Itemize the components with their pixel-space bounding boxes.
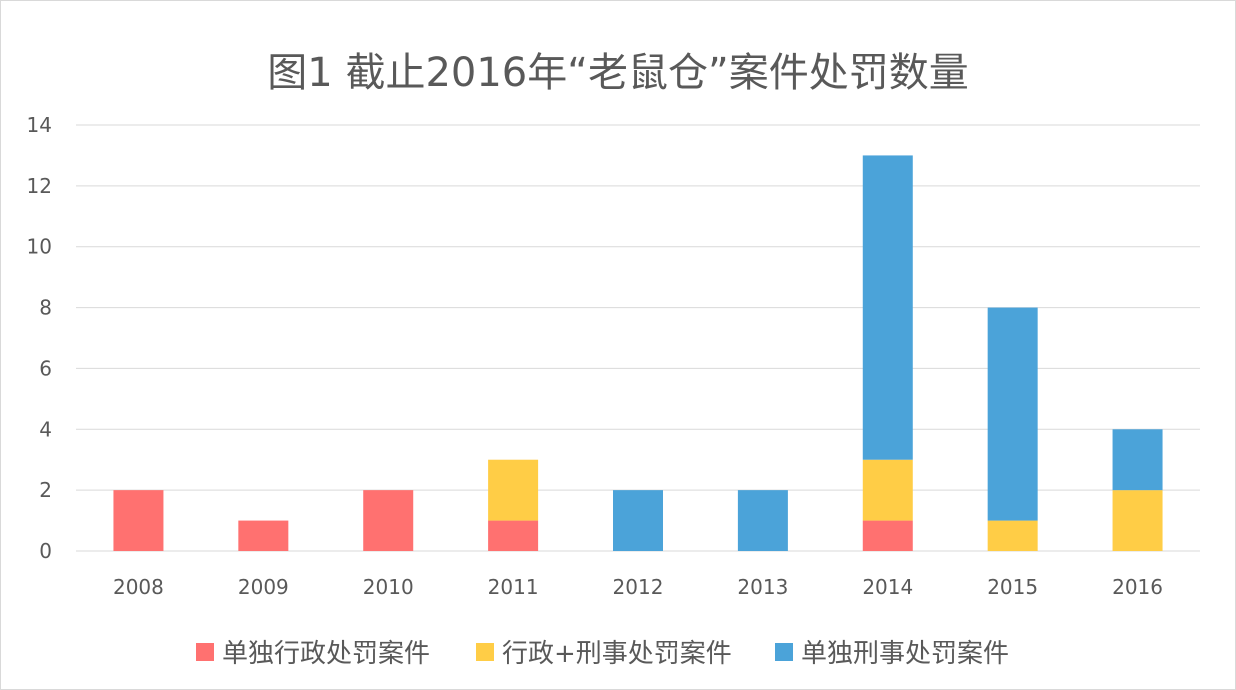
- legend: 单独行政处罚案件 行政+刑事处罚案件 单独刑事处罚案件: [196, 639, 1009, 669]
- bar-segment: [113, 490, 164, 551]
- bar-segment: [488, 459, 539, 521]
- bar-segment: [737, 490, 788, 551]
- bar-segment: [238, 520, 289, 551]
- bar-segment: [862, 459, 913, 521]
- legend-swatch: [476, 643, 494, 661]
- x-tick-label: 2012: [613, 575, 664, 599]
- x-tick-label: 2015: [987, 575, 1038, 599]
- legend-label: 单独刑事处罚案件: [801, 639, 1009, 669]
- x-tick-label: 2013: [737, 575, 788, 599]
- x-tick-label: 2009: [238, 575, 289, 599]
- bars: [113, 155, 1163, 551]
- bar-segment: [488, 520, 539, 551]
- x-tick-label: 2010: [363, 575, 414, 599]
- y-tick-label: 10: [27, 235, 52, 259]
- y-tick-label: 12: [27, 174, 52, 198]
- x-tick-label: 2016: [1112, 575, 1163, 599]
- legend-label: 单独行政处罚案件: [222, 639, 430, 669]
- legend-label: 行政+刑事处罚案件: [502, 639, 732, 669]
- y-tick-label: 4: [39, 417, 52, 441]
- y-tick-label: 6: [39, 356, 52, 380]
- x-tick-label: 2008: [113, 575, 164, 599]
- bar-segment: [987, 307, 1038, 521]
- bar-segment: [862, 155, 913, 460]
- y-axis-ticks: 0 2 4 6 8 10 12 14: [27, 113, 52, 563]
- bar-segment: [862, 520, 913, 551]
- bar-segment: [1112, 429, 1163, 491]
- legend-swatch: [196, 643, 214, 661]
- y-tick-label: 8: [39, 296, 52, 320]
- legend-swatch: [775, 643, 793, 661]
- x-tick-label: 2011: [488, 575, 539, 599]
- y-tick-label: 2: [39, 478, 52, 502]
- y-tick-label: 14: [27, 113, 52, 137]
- y-tick-label: 0: [39, 539, 52, 563]
- bar-segment: [363, 490, 414, 551]
- x-tick-label: 2014: [862, 575, 913, 599]
- bar-segment: [613, 490, 663, 551]
- bar-segment: [987, 520, 1038, 551]
- bar-segment: [1112, 490, 1163, 551]
- chart-title: 图1 截止2016年“老鼠仓”案件处罚数量: [267, 50, 968, 96]
- x-axis-ticks: 2008 2009 2010 2011 2012 2013 2014 2015 2016: [113, 575, 1163, 599]
